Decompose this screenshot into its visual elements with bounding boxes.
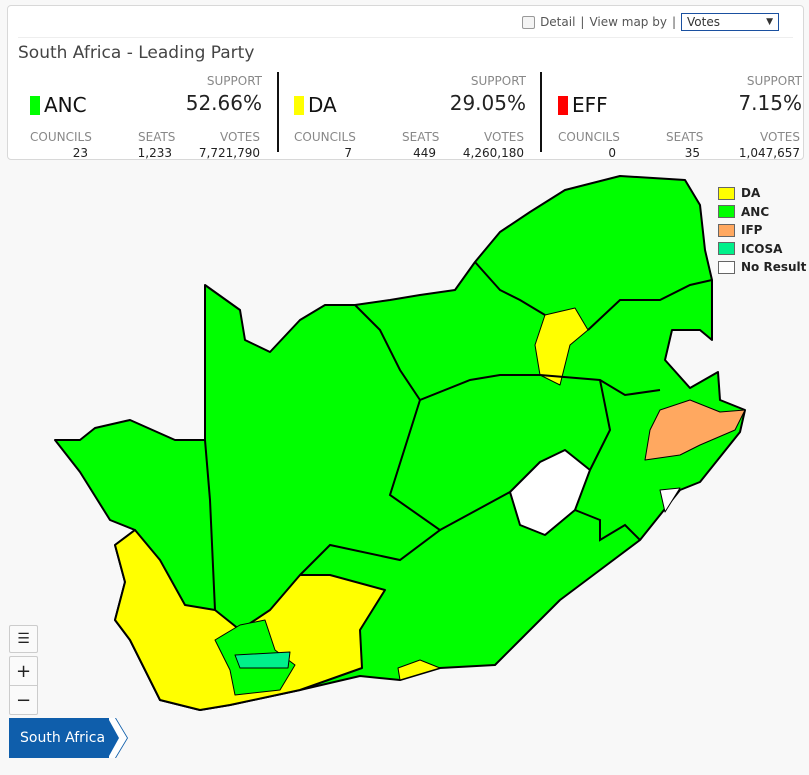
map-legend: DA ANC IFP ICOSA No Result: [718, 184, 806, 277]
seats-label: SEATS: [402, 130, 440, 144]
party-card-eff: SUPPORT 7.15% EFF COUNCILS SEATS VOTES 0…: [558, 74, 802, 160]
view-controls: Detail | View map by | Votes ▼: [522, 13, 779, 31]
party-name: EFF: [558, 93, 608, 117]
legend-swatch: [718, 260, 735, 274]
votes-value: 4,260,180: [462, 146, 524, 160]
seats-label: SEATS: [666, 130, 704, 144]
separator: |: [580, 15, 585, 29]
party-name: DA: [294, 93, 337, 117]
breadcrumb[interactable]: South Africa: [9, 718, 129, 758]
votes-label: VOTES: [220, 130, 260, 144]
seats-value: 1,233: [137, 146, 172, 160]
support-label: SUPPORT: [470, 74, 526, 88]
breadcrumb-item[interactable]: South Africa: [20, 730, 106, 746]
legend-item: No Result: [718, 258, 806, 277]
divider: [18, 37, 793, 38]
legend-label: ANC: [741, 204, 770, 219]
party-separator: [540, 72, 542, 152]
seats-value: 449: [413, 146, 436, 160]
party-color-swatch: [30, 95, 40, 115]
region-icosa[interactable]: [234, 651, 291, 669]
chevron-right-icon: [109, 718, 129, 758]
support-label: SUPPORT: [206, 74, 262, 88]
page-title: South Africa - Leading Party: [18, 43, 255, 63]
legend-label: No Result: [741, 260, 807, 275]
list-icon: ☰: [17, 631, 30, 647]
detail-label: Detail: [540, 15, 576, 29]
legend-swatch: [718, 186, 735, 200]
votes-value: 7,721,790: [198, 146, 260, 160]
view-map-select[interactable]: Votes ▼: [681, 13, 779, 31]
councils-label: COUNCILS: [294, 130, 356, 144]
region-da-gauteng[interactable]: [534, 307, 589, 386]
party-card-anc: SUPPORT 52.66% ANC COUNCILS SEATS VOTES …: [30, 74, 262, 160]
votes-label: VOTES: [760, 130, 800, 144]
councils-label: COUNCILS: [30, 130, 92, 144]
legend-swatch: [718, 205, 735, 219]
zoom-out-button[interactable]: −: [9, 685, 38, 715]
legend-swatch: [718, 223, 735, 237]
support-value: 52.66%: [185, 91, 262, 115]
province-borders: [204, 261, 713, 611]
party-card-da: SUPPORT 29.05% DA COUNCILS SEATS VOTES 7…: [294, 74, 526, 160]
seats-label: SEATS: [138, 130, 176, 144]
legend-label: ICOSA: [741, 241, 783, 256]
legend-item: DA: [718, 184, 806, 203]
councils-value: 7: [344, 146, 352, 160]
dropdown-arrow-icon: ▼: [766, 17, 773, 27]
view-map-by-label: View map by: [589, 15, 667, 29]
legend-swatch: [718, 242, 735, 256]
votes-label: VOTES: [484, 130, 524, 144]
votes-value: 1,047,657: [738, 146, 800, 160]
legend-label: DA: [741, 186, 761, 201]
layers-button[interactable]: ☰: [9, 625, 38, 653]
legend-item: ICOSA: [718, 240, 806, 259]
support-value: 29.05%: [449, 91, 526, 115]
region-lesotho-no-result: [509, 449, 591, 536]
party-separator: [277, 72, 279, 152]
zoom-in-button[interactable]: +: [9, 656, 38, 685]
party-label: DA: [308, 93, 337, 117]
party-label: ANC: [44, 93, 87, 117]
region-da-east[interactable]: [397, 659, 441, 681]
select-value: Votes: [687, 15, 720, 29]
councils-value: 0: [608, 146, 616, 160]
region-da-western-cape[interactable]: [114, 529, 386, 711]
separator: |: [671, 15, 676, 29]
party-color-swatch: [558, 95, 568, 115]
party-name: ANC: [30, 93, 87, 117]
detail-checkbox[interactable]: [522, 15, 536, 29]
councils-value: 23: [72, 146, 88, 160]
party-color-swatch: [294, 95, 304, 115]
councils-label: COUNCILS: [558, 130, 620, 144]
support-value: 7.15%: [738, 91, 802, 115]
region-no-result: [659, 487, 681, 513]
legend-item: IFP: [718, 221, 806, 240]
legend-item: ANC: [718, 203, 806, 222]
support-label: SUPPORT: [746, 74, 802, 88]
seats-value: 35: [684, 146, 700, 160]
summary-panel: Detail | View map by | Votes ▼ South Afri…: [7, 5, 804, 160]
party-label: EFF: [572, 93, 608, 117]
region-ifp[interactable]: [644, 399, 746, 461]
legend-label: IFP: [741, 223, 763, 238]
